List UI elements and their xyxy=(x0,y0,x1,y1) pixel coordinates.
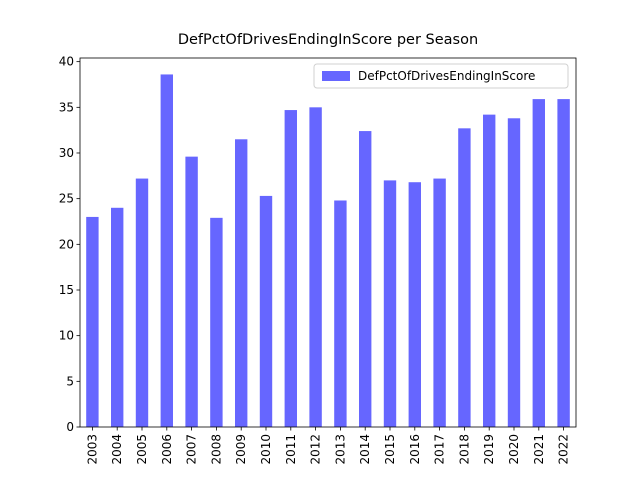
bar xyxy=(408,182,421,427)
y-tick-label: 10 xyxy=(59,329,74,343)
x-tick-label: 2022 xyxy=(557,434,571,465)
bar xyxy=(532,99,545,427)
x-tick-label: 2016 xyxy=(408,434,422,465)
bar xyxy=(309,107,322,428)
x-tick-label: 2007 xyxy=(185,434,199,465)
x-tick-label: 2013 xyxy=(333,434,347,465)
x-tick-label: 2006 xyxy=(160,434,174,465)
y-tick-label: 25 xyxy=(59,192,74,206)
x-tick-label: 2003 xyxy=(85,434,99,465)
bar xyxy=(135,178,149,427)
x-tick-label: 2008 xyxy=(209,434,223,465)
bar xyxy=(433,178,446,427)
y-tick-label: 35 xyxy=(59,100,74,114)
x-tick-label: 2021 xyxy=(532,434,546,465)
bar xyxy=(86,216,99,427)
axes-frame xyxy=(79,57,577,428)
bar xyxy=(359,131,372,427)
x-tick-label: 2005 xyxy=(135,434,149,465)
y-tick-label: 5 xyxy=(66,374,74,388)
x-tick-label: 2014 xyxy=(358,434,372,465)
x-tick-label: 2019 xyxy=(482,434,496,465)
x-tick-label: 2018 xyxy=(457,434,471,465)
bar xyxy=(383,180,397,427)
bar xyxy=(210,217,223,427)
legend-box xyxy=(313,63,569,89)
y-tick-label: 15 xyxy=(59,283,74,297)
x-tick-label: 2009 xyxy=(234,434,248,465)
x-tick-label: 2020 xyxy=(507,434,521,465)
bar xyxy=(185,156,198,428)
bar xyxy=(235,139,248,427)
chart-title: DefPctOfDrivesEndingInScore per Season xyxy=(178,32,478,48)
x-tick-label: 2004 xyxy=(110,434,124,465)
x-tick-label: 2017 xyxy=(433,434,447,465)
bar xyxy=(284,110,297,427)
bar xyxy=(458,128,471,427)
legend-label: DefPctOfDrivesEndingInScore xyxy=(358,69,535,83)
y-tick-label: 40 xyxy=(59,55,74,69)
y-tick-label: 30 xyxy=(59,146,74,160)
legend-swatch xyxy=(322,71,350,81)
x-tick-label: 2012 xyxy=(309,434,323,465)
bar xyxy=(483,114,496,427)
bar xyxy=(557,99,570,427)
x-tick-label: 2011 xyxy=(284,434,298,465)
bar xyxy=(111,207,124,427)
y-tick-label: 0 xyxy=(66,420,74,434)
bar xyxy=(259,195,273,427)
bar xyxy=(334,200,347,427)
bar xyxy=(160,74,173,427)
bar xyxy=(507,118,521,428)
x-tick-label: 2010 xyxy=(259,434,273,465)
x-tick-label: 2015 xyxy=(383,434,397,465)
y-tick-label: 20 xyxy=(59,237,74,251)
